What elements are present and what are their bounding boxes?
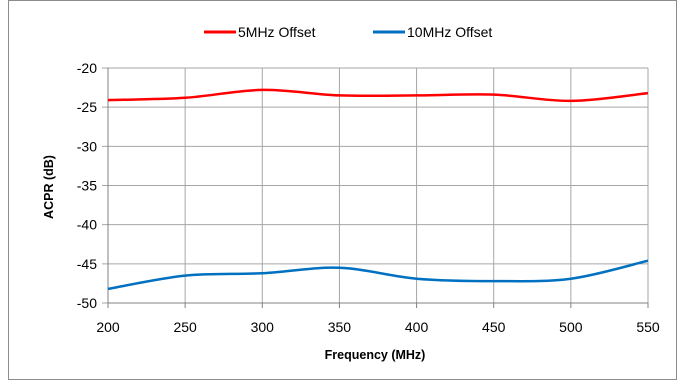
- y-tick-label: -25: [77, 99, 97, 115]
- legend-label-10mhz: 10MHz Offset: [407, 24, 492, 40]
- x-tick-label: 250: [173, 319, 197, 335]
- x-axis-ticks: 200 250 300 350 400 450 500 550: [96, 319, 660, 335]
- x-tick-label: 200: [96, 319, 120, 335]
- x-tick-label: 550: [636, 319, 660, 335]
- x-tick-label: 400: [405, 319, 429, 335]
- series-line-10mhz-offset: [107, 259, 649, 291]
- y-tick-label: -50: [77, 295, 97, 311]
- x-tick-label: 450: [482, 319, 506, 335]
- y-tick-label: -35: [77, 178, 97, 194]
- x-axis-title: Frequency (MHz): [325, 348, 426, 362]
- legend-label-5mhz: 5MHz Offset: [238, 24, 316, 40]
- y-tick-label: -30: [77, 138, 97, 154]
- y-tick-label: -20: [77, 60, 97, 76]
- y-axis-ticks: -20 -25 -30 -35 -40 -45 -50: [77, 60, 97, 311]
- y-tick-label: -45: [77, 256, 97, 272]
- series-lines: [107, 88, 649, 291]
- y-axis-title: ACPR (dB): [42, 155, 56, 219]
- y-tick-label: -40: [77, 217, 97, 233]
- x-tick-label: 350: [328, 319, 352, 335]
- series-line-5mhz-offset: [107, 88, 649, 103]
- grid-lines: [102, 67, 649, 308]
- x-tick-label: 300: [251, 319, 275, 335]
- chart-frame: 200 250 300 350 400 450 500 550 -20 -25 -30 -35 -40…: [8, 0, 677, 380]
- legend: 5MHz Offset 10MHz Offset: [204, 24, 492, 40]
- x-tick-label: 500: [559, 319, 583, 335]
- acpr-line-chart: 200 250 300 350 400 450 500 550 -20 -25 -30 -35 -40…: [42, 24, 660, 362]
